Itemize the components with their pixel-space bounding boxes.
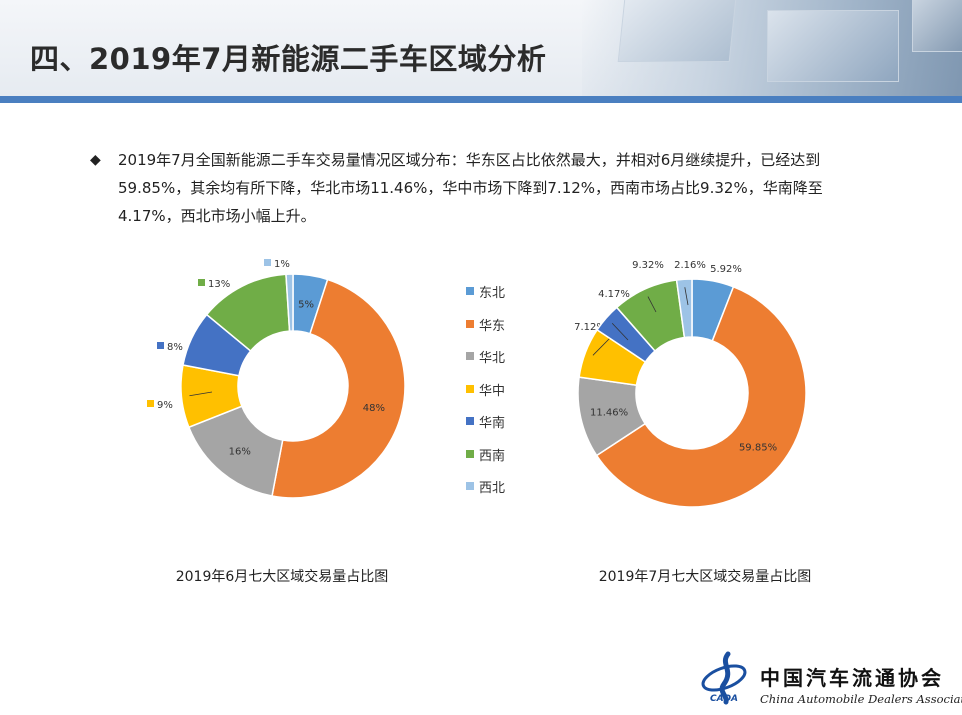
donut-slice-july-华东 — [595, 285, 807, 508]
bullet-paragraph: ◆ 2019年7月全国新能源二手车交易量情况区域分布：华东区占比依然最大，并相对… — [90, 146, 880, 230]
data-label-june: 1% — [274, 259, 290, 270]
data-label-june: 48% — [363, 403, 385, 414]
legend-label: 华中 — [479, 383, 506, 399]
label-swatch-june — [198, 279, 205, 286]
donut-slice-june-西北 — [285, 273, 294, 332]
data-label-july: 7.12% — [574, 322, 606, 333]
header-cube — [767, 10, 899, 82]
chart-caption-june: 2019年6月七大区域交易量占比图 — [175, 569, 389, 585]
chart-caption-july: 2019年7月七大区域交易量占比图 — [598, 569, 812, 585]
diamond-bullet-icon: ◆ — [90, 152, 101, 168]
data-label-june: 16% — [229, 446, 251, 457]
legend-item: 西北 — [466, 477, 505, 510]
legend-label: 西南 — [479, 448, 506, 464]
cada-logo: CADA 中国汽车流通协会 China Automobile Dealers A… — [698, 650, 962, 710]
legend-label: 东北 — [479, 286, 506, 301]
slide-header: 四、2019年7月新能源二手车区域分析 — [0, 0, 962, 96]
legend-item: 东北 — [466, 282, 505, 315]
logo-name-en: China Automobile Dealers Association — [760, 692, 962, 706]
legend-swatch — [466, 319, 474, 328]
legend-label: 华南 — [479, 416, 506, 431]
legend-item: 华东 — [466, 315, 505, 348]
data-label-june: 9% — [157, 400, 173, 411]
data-label-june: 13% — [208, 279, 230, 290]
legend-item: 华南 — [466, 412, 505, 445]
donut-slice-june-华东 — [271, 278, 406, 499]
donut-slice-july-西北 — [675, 278, 693, 339]
legend-swatch — [466, 417, 474, 425]
bullet-text: 2019年7月全国新能源二手车交易量情况区域分布：华东区占比依然最大，并相对6月… — [118, 151, 823, 225]
label-swatch-june — [264, 259, 271, 266]
data-label-july: 59.85% — [739, 443, 777, 454]
leader-line-july — [592, 335, 613, 356]
chart-legend: 东北 华东 华北 华中 华南 西南 西北 — [466, 282, 505, 510]
legend-swatch — [466, 287, 474, 295]
leader-line-june — [189, 391, 213, 397]
leader-line-july — [611, 322, 629, 341]
legend-label: 西北 — [479, 481, 506, 496]
header-cube — [912, 0, 962, 52]
data-label-june: 8% — [167, 342, 183, 353]
label-swatch-june — [147, 400, 154, 407]
header-divider — [0, 96, 962, 103]
legend-item: 华中 — [466, 380, 505, 413]
legend-swatch — [466, 449, 474, 458]
logo-name-cn: 中国汽车流通协会 — [760, 666, 944, 690]
legend-swatch — [466, 482, 474, 490]
legend-label: 华东 — [479, 318, 506, 334]
data-label-july: 5.92% — [710, 264, 742, 275]
legend-item: 华北 — [466, 347, 505, 380]
leader-line-july — [647, 296, 657, 313]
header-decoration — [582, 0, 962, 96]
data-label-july: 11.46% — [590, 408, 628, 419]
legend-label: 华北 — [479, 351, 506, 366]
slide-title: 四、2019年7月新能源二手车区域分析 — [30, 42, 547, 76]
legend-item: 西南 — [466, 445, 505, 478]
logo-abbreviation: CADA — [710, 694, 739, 704]
legend-swatch — [466, 352, 474, 360]
data-label-july: 2.16% — [674, 260, 706, 271]
data-label-june: 5% — [298, 300, 314, 311]
label-swatch-june — [157, 342, 164, 349]
cada-emblem-icon — [701, 651, 747, 705]
leader-line-july — [684, 287, 689, 306]
legend-swatch — [466, 384, 474, 393]
data-label-july: 4.17% — [598, 289, 630, 300]
data-label-july: 9.32% — [632, 260, 664, 271]
